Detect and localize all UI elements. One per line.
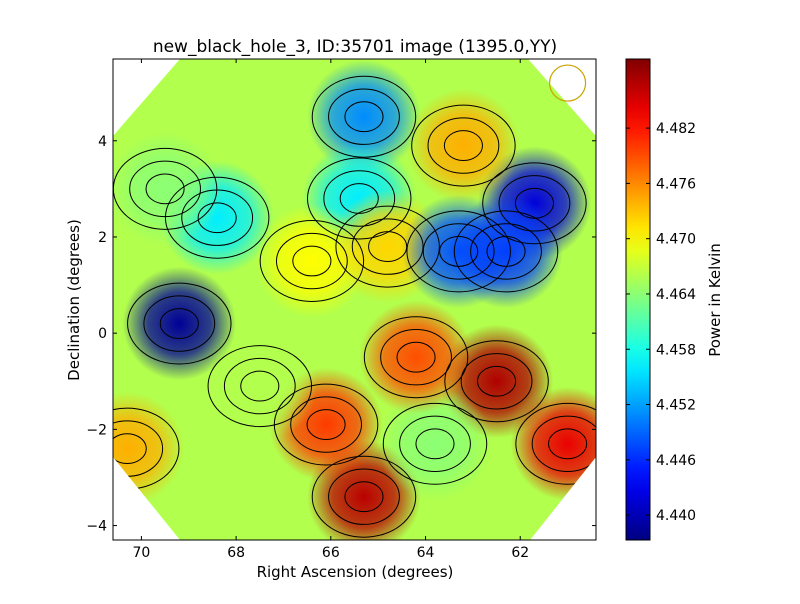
contour-1-1 [498, 175, 571, 232]
y-tick-label: −4 [86, 519, 107, 535]
map-feature-10 [359, 300, 473, 415]
colorbar-tick-label: 4.470 [656, 232, 696, 248]
colorbar-tick-label: 4.440 [656, 508, 696, 524]
contour-17-2 [453, 210, 559, 293]
contour-5-0 [476, 365, 517, 397]
colorbar-tick-label: 4.476 [656, 176, 696, 192]
contour-2-1 [328, 88, 400, 145]
y-tick-label: −2 [86, 422, 107, 438]
sky-map [113, 59, 596, 540]
contour-14-1 [275, 232, 348, 290]
contour-13-2 [411, 104, 516, 187]
contour-10-0 [396, 341, 436, 373]
contour-12-1 [223, 357, 296, 415]
map-feature-9 [378, 386, 492, 501]
contour-7-0 [306, 409, 346, 440]
contour-18-1 [129, 160, 201, 218]
contour-14-2 [259, 220, 365, 303]
y-tick-label: 0 [98, 326, 107, 342]
colorbar-tick-label: 4.458 [656, 342, 696, 358]
plot-frame [112, 58, 597, 541]
map-feature-12 [202, 329, 317, 443]
contour-17-0 [486, 235, 526, 267]
colorbar: 4.440 4.446 4.452 4.458 4.464 4.470 4.476 4.482 [625, 58, 696, 541]
contour-8-1 [531, 415, 596, 473]
contour-7-1 [290, 396, 362, 453]
y-axis: −4 −2 0 2 4 [86, 134, 596, 535]
contour-16-2 [406, 210, 511, 293]
contour-13-1 [427, 117, 500, 174]
y-axis-label: Declination (degrees) [65, 219, 83, 381]
contour-3-0 [197, 202, 237, 234]
contour-0-0 [159, 308, 199, 339]
contour-9-1 [399, 415, 471, 473]
contour-3-2 [164, 176, 270, 259]
contour-13-0 [443, 130, 483, 161]
colorbar-tick-label: 4.464 [656, 287, 696, 303]
colorbar-tick-label: 4.446 [656, 453, 696, 469]
contour-5-1 [460, 353, 533, 410]
contour-16-1 [422, 223, 495, 280]
contour-0-1 [143, 295, 216, 352]
contour-17-1 [470, 223, 542, 280]
contour-16-0 [439, 235, 479, 267]
map-feature-8 [510, 386, 596, 501]
map-feature-2 [307, 59, 421, 174]
contour-0-2 [127, 282, 232, 365]
contour-15-2 [335, 205, 440, 288]
chart-title: new_black_hole_3, ID:35701 image (1395.0… [153, 37, 557, 57]
map-feature-17 [449, 194, 563, 309]
x-axis-label: Right Ascension (degrees) [257, 563, 454, 581]
contour-10-1 [380, 329, 452, 386]
contour-9-2 [382, 402, 488, 485]
contour-8-2 [515, 402, 596, 485]
map-feature-0 [122, 266, 237, 381]
contour-15-0 [368, 231, 408, 263]
x-tick-label: 62 [511, 545, 529, 561]
colorbar-tick-label: 4.452 [656, 398, 696, 414]
colorbar-tick-label: 4.482 [656, 121, 696, 137]
contour-2-2 [311, 75, 417, 158]
x-tick-label: 66 [322, 545, 340, 561]
x-tick-label: 70 [132, 545, 150, 561]
contour-2-0 [344, 101, 384, 133]
colorbar-label: Power in Kelvin [706, 243, 724, 357]
contour-9-0 [415, 428, 455, 460]
contour-12-0 [240, 370, 280, 402]
contour-5-2 [444, 340, 549, 423]
contour-18-0 [145, 173, 185, 205]
contour-4-0 [339, 183, 379, 214]
contour-8-0 [548, 428, 588, 460]
contour-14-0 [292, 245, 332, 277]
x-tick-label: 68 [227, 545, 245, 561]
map-feature-11 [113, 391, 185, 506]
contour-11-0 [113, 433, 147, 465]
contour-10-2 [363, 316, 469, 399]
x-tick-label: 64 [417, 545, 435, 561]
beam-marker [548, 64, 587, 102]
contour-1-0 [514, 187, 555, 219]
contour-lines [113, 75, 596, 538]
contour-6-1 [328, 468, 400, 525]
beam-circle [548, 64, 587, 102]
contour-6-2 [311, 455, 417, 538]
y-tick-label: 2 [98, 230, 107, 246]
contour-15-1 [351, 218, 424, 275]
map-feature-13 [406, 88, 521, 203]
colorbar-gradient [625, 58, 651, 541]
contour-4-2 [307, 157, 412, 240]
x-axis: 70 68 66 64 62 [132, 59, 529, 561]
y-tick-label: 4 [98, 134, 107, 150]
map-feature-18 [113, 132, 222, 246]
contour-1-2 [482, 162, 587, 245]
contour-6-0 [344, 481, 384, 513]
contour-4-1 [323, 170, 396, 227]
contour-12-2 [207, 345, 313, 428]
